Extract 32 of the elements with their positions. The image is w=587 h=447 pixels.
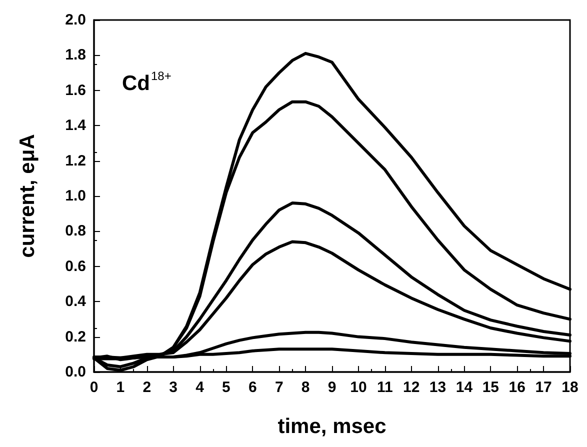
x-tick-label: 3 [169,379,178,396]
x-tick-label: 4 [196,379,205,396]
x-tick-label: 13 [429,379,446,396]
x-tick-label: 1 [116,379,125,396]
x-tick-label: 7 [274,379,284,396]
x-tick-label: 14 [456,379,474,396]
x-tick-label: 16 [508,379,526,396]
y-tick-label: 1.6 [65,82,86,99]
y-tick-label: 2.0 [65,12,86,28]
x-tick-label: 10 [350,379,367,396]
x-tick-label: 17 [535,379,552,396]
x-tick-label: 9 [328,379,336,396]
y-tick-label: 0.6 [65,258,86,275]
y-tick-label: 1.0 [65,188,86,204]
x-axis-title: time, msec [278,415,387,438]
x-tick-label: 11 [376,379,393,396]
y-tick-label: 1.8 [65,46,86,64]
y-tick-label: 0.0 [65,364,86,380]
y-tick-label: 1.2 [65,152,86,170]
x-tick-label: 18 [562,379,578,396]
y-tick-label: 0.2 [65,328,86,346]
x-tick-label: 0 [90,379,98,396]
y-axis-title: current, eμA [16,134,39,258]
y-tick-label: 0.4 [65,293,87,310]
x-tick-label: 8 [301,379,310,396]
x-tick-label: 2 [142,379,152,396]
y-tick-label: 1.4 [65,117,87,134]
x-tick-label: 5 [222,379,230,396]
x-tick-label: 6 [248,379,257,396]
x-tick-label: 12 [402,379,420,396]
x-tick-label: 15 [482,379,500,396]
y-tick-label: 0.8 [65,222,86,240]
